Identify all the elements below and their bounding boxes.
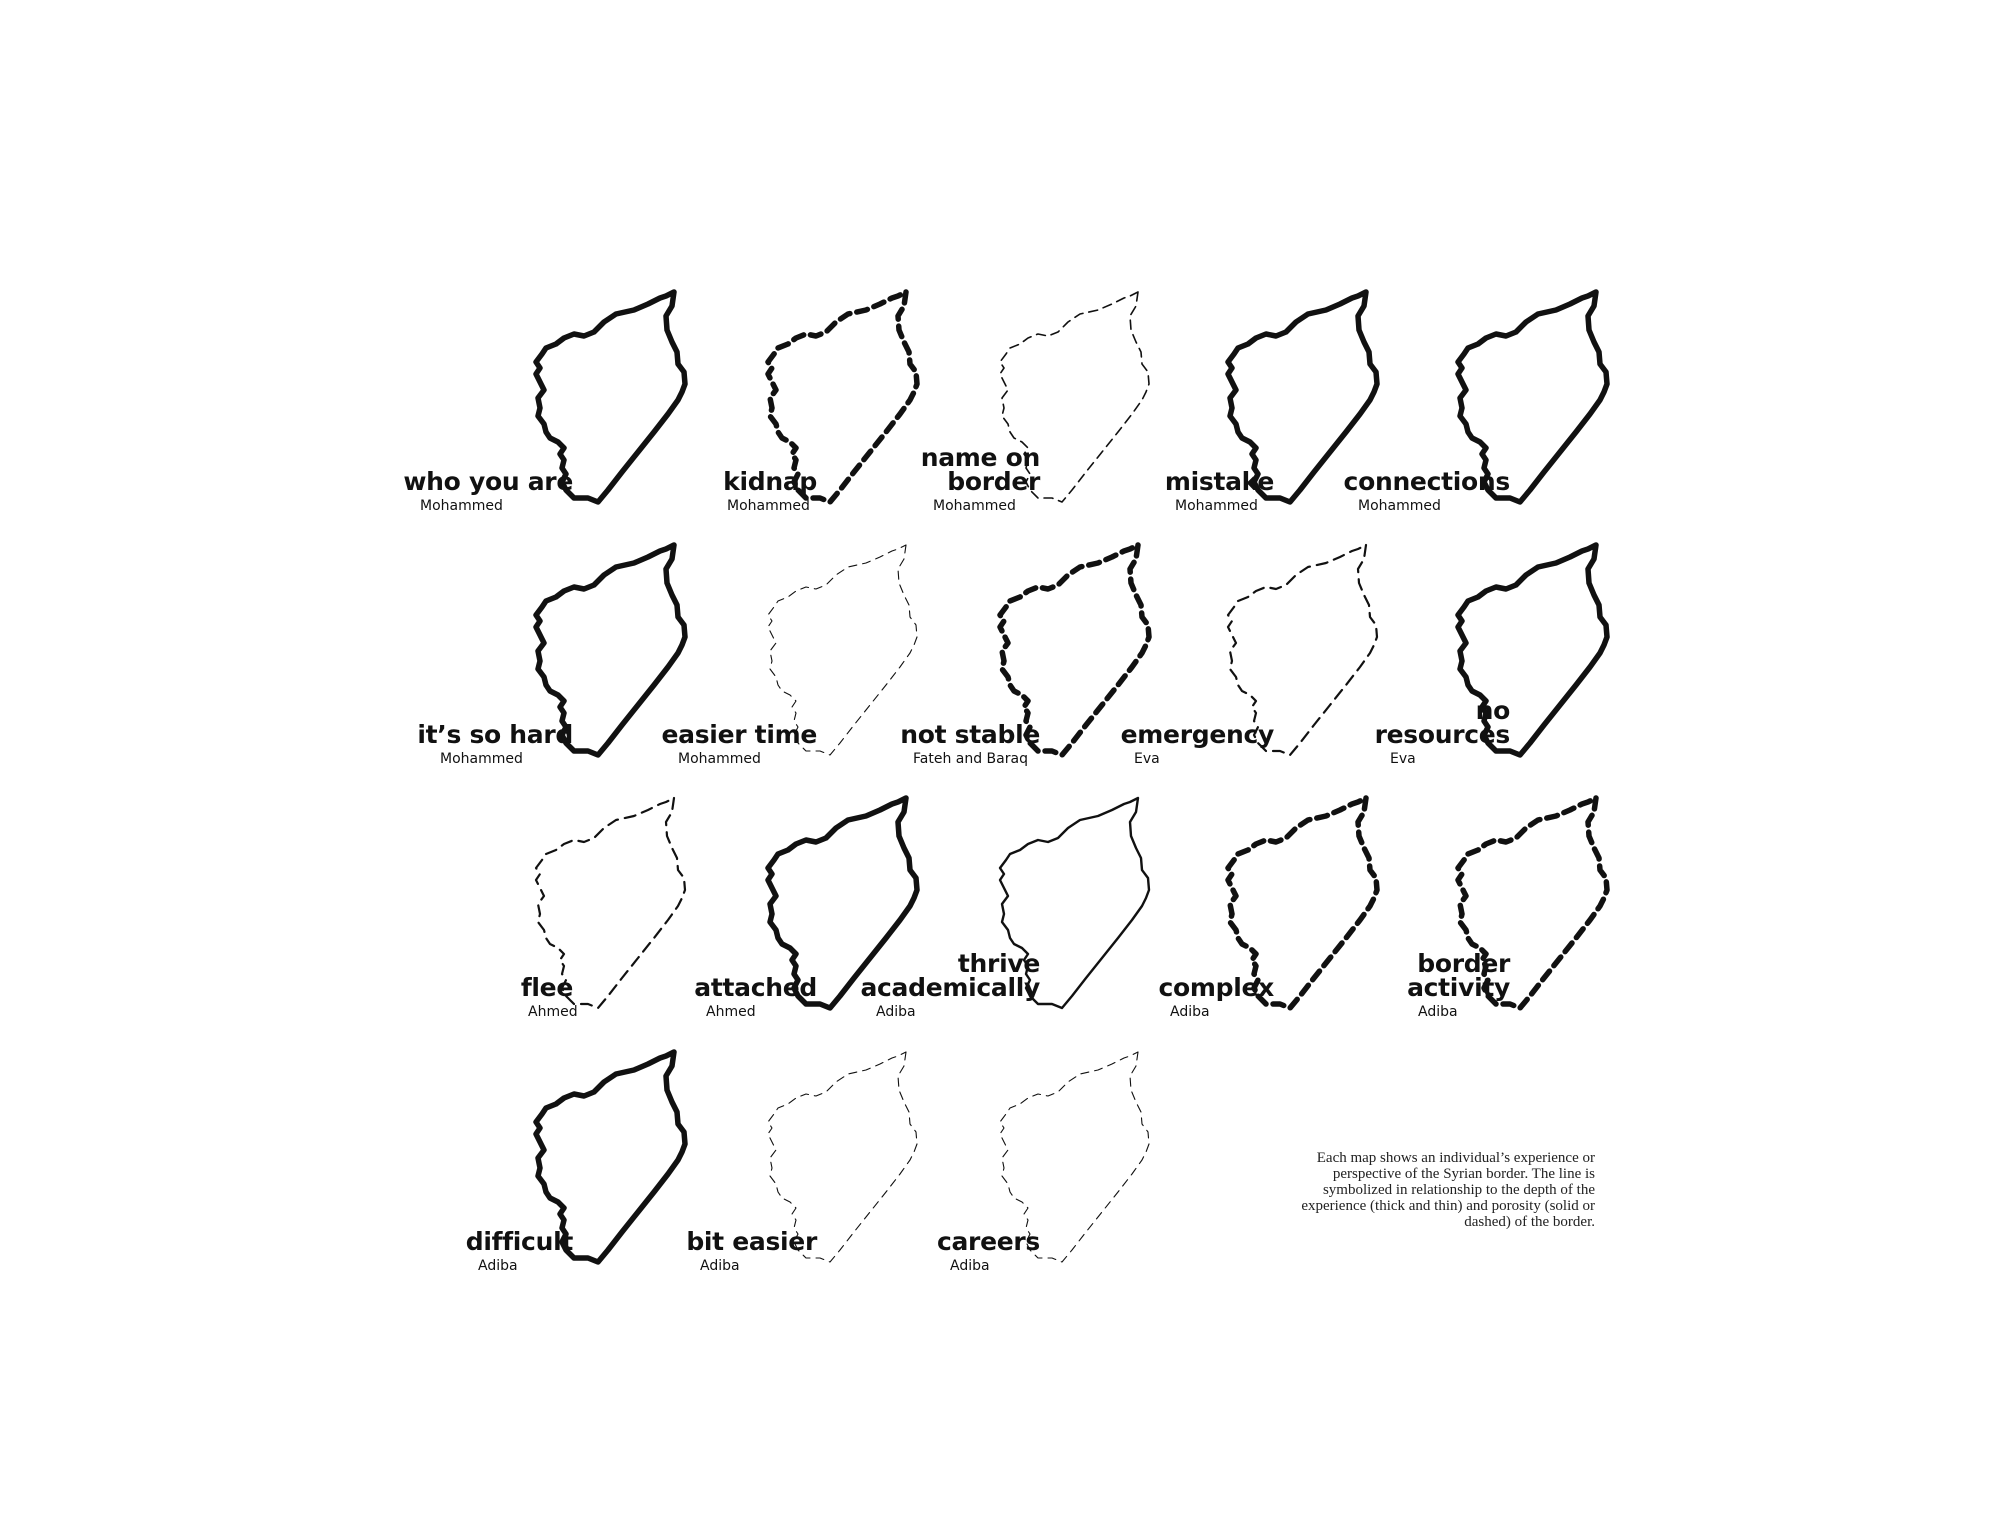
map-person-14: Adiba	[1170, 1004, 1210, 1020]
map-person-8: Fateh and Baraq	[913, 751, 1028, 767]
syria-border-outline-12	[765, 795, 920, 1011]
map-person-1: Mohammed	[420, 498, 503, 514]
syria-border-outline-17	[767, 1051, 918, 1263]
map-label-17: bit easier	[686, 1227, 817, 1256]
syria-border-outline-6	[533, 542, 688, 758]
map-label-15: border activity	[1407, 949, 1510, 1002]
legend-caption: Each map shows an individual’s experienc…	[1301, 1150, 1595, 1230]
syria-border-outline-14	[1225, 795, 1380, 1011]
map-person-2: Mohammed	[727, 498, 810, 514]
syria-border-outline-3	[999, 291, 1150, 503]
map-person-3: Mohammed	[933, 498, 1016, 514]
map-person-4: Mohammed	[1175, 498, 1258, 514]
map-label-6: it’s so hard	[417, 720, 573, 749]
map-person-11: Ahmed	[528, 1004, 578, 1020]
syria-border-outline-1	[533, 289, 688, 505]
map-person-17: Adiba	[700, 1258, 740, 1274]
map-label-1: who you are	[403, 467, 573, 496]
map-label-9: emergency	[1120, 720, 1275, 749]
map-person-10: Eva	[1390, 751, 1416, 767]
map-label-12: attached	[694, 973, 817, 1002]
map-label-8: not stable	[900, 720, 1040, 749]
syria-border-outline-16	[533, 1049, 688, 1265]
map-label-18: careers	[936, 1227, 1040, 1256]
map-label-14: complex	[1158, 973, 1275, 1002]
map-person-7: Mohammed	[678, 751, 761, 767]
syria-border-outline-2	[765, 289, 920, 505]
map-person-13: Adiba	[876, 1004, 916, 1020]
map-label-11: flee	[520, 973, 573, 1002]
map-label-2: kidnap	[723, 467, 817, 496]
syria-border-outline-15	[1455, 795, 1610, 1011]
syria-border-outline-11	[534, 796, 687, 1010]
map-person-18: Adiba	[950, 1258, 990, 1274]
map-label-5: connections	[1343, 467, 1511, 496]
map-label-3: name on border	[920, 443, 1041, 496]
map-person-15: Adiba	[1418, 1004, 1458, 1020]
syria-border-outline-7	[767, 544, 918, 756]
map-person-12: Ahmed	[706, 1004, 756, 1020]
map-label-16: difficult	[465, 1227, 574, 1256]
syria-border-outline-10	[1455, 542, 1610, 758]
map-label-4: mistake	[1164, 467, 1274, 496]
syria-border-outline-5	[1455, 289, 1610, 505]
syria-border-outline-4	[1225, 289, 1380, 505]
syria-border-outline-9	[1226, 543, 1379, 757]
map-label-13: thrive academically	[860, 949, 1040, 1002]
map-label-10: no resources	[1374, 696, 1511, 749]
map-person-5: Mohammed	[1358, 498, 1441, 514]
syria-border-outline-18	[999, 1051, 1150, 1263]
syria-border-outline-8	[997, 542, 1152, 758]
map-person-6: Mohammed	[440, 751, 523, 767]
map-person-16: Adiba	[478, 1258, 518, 1274]
map-person-9: Eva	[1134, 751, 1160, 767]
map-label-7: easier time	[661, 720, 818, 749]
syria-border-outline-13	[998, 796, 1151, 1010]
